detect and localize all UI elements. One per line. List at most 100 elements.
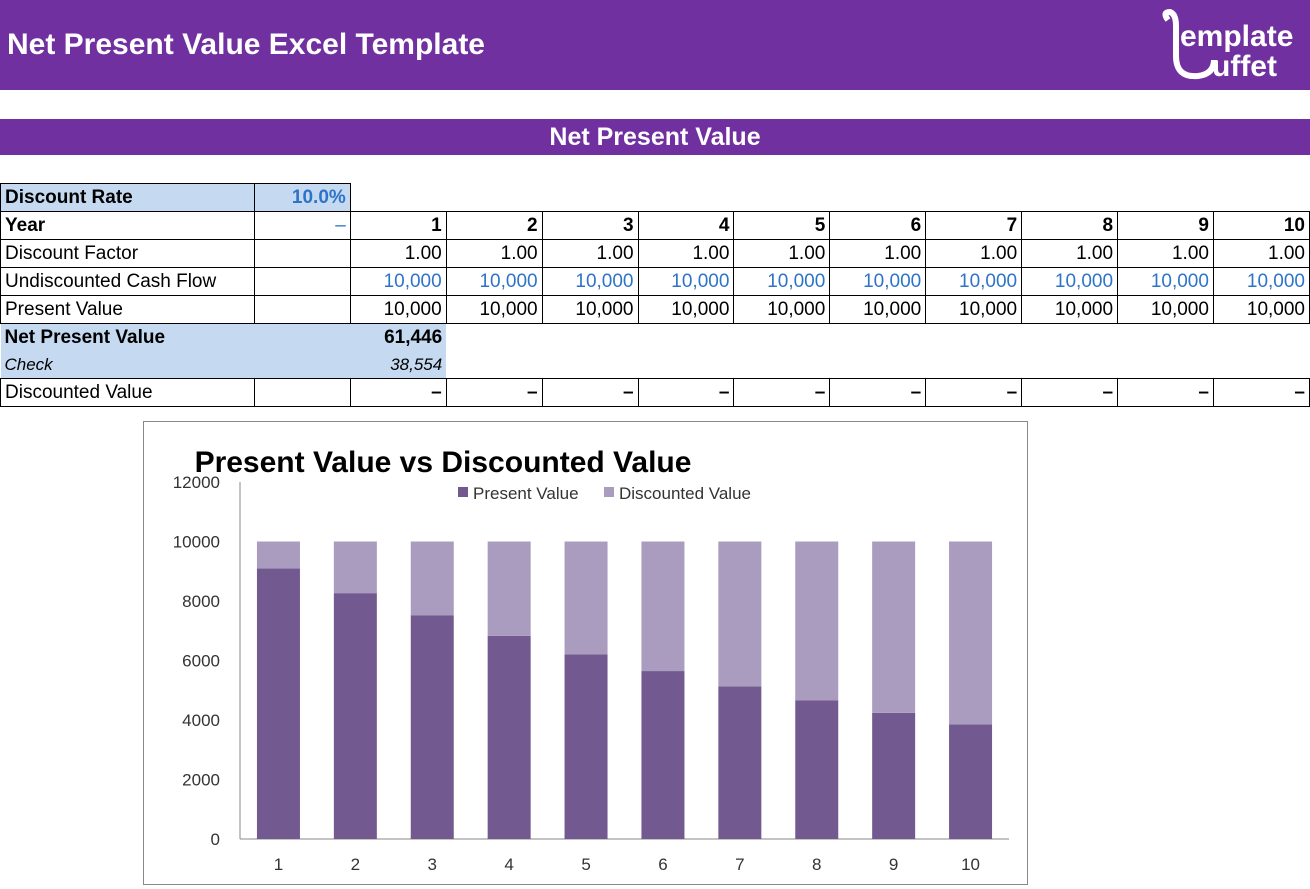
x-tick-label: 10 [961,855,980,874]
year-zero-cell[interactable]: – [253,211,351,240]
bar-present-value-9 [872,712,916,839]
discounted-value-cell[interactable]: – [541,378,639,407]
bar-present-value-1 [256,568,300,839]
discount-factor-cell[interactable]: 1.00 [541,239,639,268]
year-cell: 7 [925,211,1023,240]
chart-container[interactable]: Present Value vs Discounted Value Presen… [143,421,1028,885]
present-value-cell[interactable]: 10,000 [1021,295,1119,324]
x-tick-label: 1 [274,855,283,874]
present-value-cell[interactable]: 10,000 [349,295,447,324]
discounted-value-row: Discounted Value – – – – – – – – – – [0,378,1310,407]
discounted-value-cell[interactable]: – [1117,378,1214,407]
check-label: Check [0,351,255,379]
present-value-cell[interactable]: 10,000 [1117,295,1214,324]
discount-factor-row: Discount Factor 1.00 1.00 1.00 1.00 1.00 1.00… [0,239,1310,268]
npv-table: Discount Rate 10.0% Year – 1 2 3 4 5 6 7 8 9 10 D… [0,183,1310,407]
cash-flow-input[interactable]: 10,000 [349,267,447,296]
cash-flow-input[interactable]: 10,000 [925,267,1023,296]
discount-factor-cell[interactable]: 1.00 [925,239,1023,268]
present-value-cell[interactable]: 10,000 [925,295,1023,324]
discount-rate-label: Discount Rate [0,183,255,212]
discount-factor-cell[interactable]: 1.00 [1212,239,1310,268]
x-tick-label: 5 [581,855,590,874]
empty-cell[interactable] [253,267,351,296]
discounted-value-cell[interactable]: – [1212,378,1310,407]
cash-flow-input[interactable]: 10,000 [1117,267,1214,296]
chart-title: Present Value vs Discounted Value [195,446,692,479]
discounted-value-cell[interactable]: – [445,378,543,407]
bar-discounted-value-5 [564,541,608,655]
present-value-cell[interactable]: 10,000 [541,295,639,324]
npv-value[interactable]: 61,446 [350,323,447,351]
year-row: Year – 1 2 3 4 5 6 7 8 9 10 [0,211,1310,240]
cash-flow-input[interactable]: 10,000 [1212,267,1310,296]
legend-present-value: Present Value [473,484,579,503]
legend-swatch-present-value [458,487,468,497]
discount-factor-cell[interactable]: 1.00 [733,239,831,268]
svg-text:emplate: emplate [1180,20,1293,53]
legend-discounted-value: Discounted Value [619,484,751,503]
present-value-cell[interactable]: 10,000 [637,295,735,324]
year-cell: 6 [829,211,927,240]
x-tick-label: 6 [658,855,667,874]
cash-flow-input[interactable]: 10,000 [541,267,639,296]
npv-row: Net Present Value 61,446 [0,323,1310,351]
discount-factor-cell[interactable]: 1.00 [445,239,543,268]
year-cell: 5 [733,211,831,240]
empty-cell[interactable] [253,295,351,324]
year-cell: 1 [349,211,447,240]
year-cell: 3 [541,211,639,240]
present-value-cell[interactable]: 10,000 [733,295,831,324]
discounted-value-cell[interactable]: – [637,378,735,407]
cash-flow-input[interactable]: 10,000 [445,267,543,296]
present-value-cell[interactable]: 10,000 [1212,295,1310,324]
y-tick-label: 2000 [182,771,220,790]
discount-factor-cell[interactable]: 1.00 [349,239,447,268]
x-tick-label: 4 [504,855,513,874]
year-cell: 8 [1021,211,1119,240]
check-value[interactable]: 38,554 [350,351,447,379]
bar-present-value-3 [410,615,454,839]
discount-factor-cell[interactable]: 1.00 [1021,239,1119,268]
discounted-value-cell[interactable]: – [925,378,1023,407]
present-value-cell[interactable]: 10,000 [445,295,543,324]
y-tick-label: 6000 [182,652,220,671]
bar-present-value-4 [487,635,531,839]
bar-present-value-5 [564,654,608,839]
cash-flow-input[interactable]: 10,000 [829,267,927,296]
bar-discounted-value-7 [718,541,762,687]
x-tick-label: 3 [428,855,437,874]
x-tick-label: 9 [889,855,898,874]
discount-rate-input[interactable]: 10.0% [253,183,351,212]
empty-cell[interactable] [253,239,351,268]
y-tick-label: 10000 [173,533,220,552]
present-value-cell[interactable]: 10,000 [829,295,927,324]
cash-flow-label: Undiscounted Cash Flow [0,267,255,296]
cash-flow-input[interactable]: 10,000 [637,267,735,296]
bar-present-value-8 [795,700,839,839]
cash-flow-input[interactable]: 10,000 [733,267,831,296]
x-tick-label: 2 [351,855,360,874]
discounted-value-cell[interactable]: – [349,378,447,407]
y-tick-label: 4000 [182,711,220,730]
discount-factor-cell[interactable]: 1.00 [829,239,927,268]
discounted-value-cell[interactable]: – [733,378,831,407]
discounted-value-cell[interactable]: – [1021,378,1119,407]
discount-factor-cell[interactable]: 1.00 [637,239,735,268]
npv-label: Net Present Value [0,323,255,351]
discount-factor-cell[interactable]: 1.00 [1117,239,1214,268]
cash-flow-input[interactable]: 10,000 [1021,267,1119,296]
x-tick-label: 7 [735,855,744,874]
empty-cell[interactable] [253,378,351,407]
bar-discounted-value-3 [410,541,454,616]
discounted-value-cell[interactable]: – [829,378,927,407]
year-cell: 9 [1117,211,1214,240]
section-title: Net Present Value [0,119,1310,155]
year-cell: 4 [637,211,735,240]
bar-present-value-10 [949,724,993,839]
discount-rate-row: Discount Rate 10.0% [0,183,1310,212]
discount-factor-label: Discount Factor [0,239,255,268]
page-title: Net Present Value Excel Template [7,28,485,61]
year-cell: 2 [445,211,543,240]
svg-text:uffet: uffet [1212,50,1277,82]
